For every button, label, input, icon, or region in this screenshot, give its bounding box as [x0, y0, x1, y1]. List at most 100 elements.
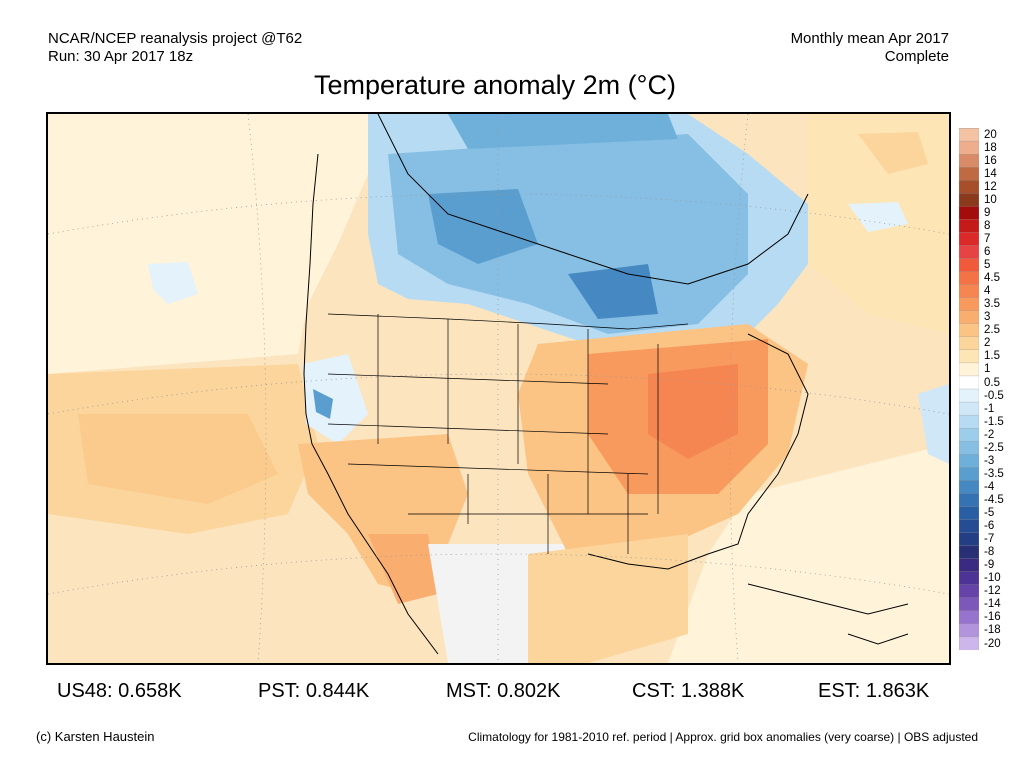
colorbar-label: 6 [984, 246, 991, 258]
canada-colder-region [388, 134, 748, 334]
colorbar-cell [959, 388, 979, 403]
colorbar-cell [959, 258, 979, 273]
colorbar-cell [959, 623, 979, 638]
colorbar-label: 1 [984, 363, 991, 376]
colorbar-label: -2.5 [984, 441, 1004, 454]
colorbar-cell [959, 375, 979, 390]
colorbar-label: 4 [984, 285, 991, 298]
eastern-us-core [648, 364, 738, 459]
pacific-warmer-patch [78, 414, 278, 504]
colorbar-label: 3.5 [984, 298, 1000, 311]
caribbean-pale [668, 444, 949, 663]
colorbar-cell [959, 506, 979, 521]
colorbar-cell [959, 493, 979, 508]
header-right: Monthly mean Apr 2017 Complete [791, 30, 949, 66]
map-graphic [48, 114, 949, 663]
colorbar-label: 20 [984, 128, 997, 141]
graticule [48, 114, 949, 663]
political-borders [327, 313, 689, 554]
colorbar-cell [959, 167, 979, 181]
atlantic-east-cool [918, 384, 949, 464]
colorbar-cell [959, 349, 979, 364]
nevada-cold-spot [313, 389, 333, 419]
colorbar-label: -6 [984, 520, 995, 532]
colorbar-label: -8 [984, 546, 995, 559]
colorbar-label: -7 [984, 533, 995, 546]
colorbar-label: -12 [984, 585, 1001, 598]
atlantic-warm-patch [858, 132, 928, 174]
stat-us48: US48: 0.658K [57, 680, 182, 702]
colorbar-label: -1 [984, 402, 995, 415]
stat-pst: PST: 0.844K [258, 680, 370, 702]
coastlines [303, 114, 909, 655]
pacific-cool-patch [148, 262, 198, 304]
arctic-cold-band [448, 114, 678, 149]
map-title: Temperature anomaly 2m (°C) [314, 70, 676, 100]
colorbar-label: 2 [984, 337, 991, 350]
colorbar-cell [959, 271, 979, 286]
colorbar-cell [959, 571, 979, 586]
colorbar-cell [959, 232, 979, 247]
colorbar-label: -3 [984, 454, 995, 467]
colorbar-cell [959, 597, 979, 612]
colorbar-label: -0.5 [984, 389, 1004, 402]
colorbar-label: -5 [984, 507, 995, 519]
colorbar-label: -4.5 [984, 493, 1004, 506]
colorbar-cell [959, 362, 979, 377]
run-label: Run: 30 Apr 2017 18z [48, 48, 194, 65]
colorbar-cell [959, 636, 979, 650]
colorbar-label: 9 [984, 206, 991, 219]
colorbar-cell [959, 401, 979, 416]
colorbar-cell [959, 245, 979, 260]
colorbar-label: -1.5 [984, 415, 1004, 428]
colorbar-cell [959, 310, 979, 325]
colorbar-label: 3 [984, 311, 991, 324]
colorbar-cell [959, 206, 979, 221]
colorbar-cell [959, 336, 979, 351]
climatology-note: Climatology for 1981-2010 ref. period | … [468, 730, 978, 744]
colorbar-label: -3.5 [984, 467, 1004, 480]
colorbar-label: 14 [984, 167, 997, 180]
colorbar-cell [959, 180, 979, 194]
colorbar [959, 128, 979, 650]
colorbar-label: 18 [984, 141, 997, 154]
colorbar-label: 0.5 [984, 376, 1000, 389]
colorbar-cell [959, 219, 979, 234]
colorbar-label: 2.5 [984, 324, 1000, 337]
status-label: Complete [884, 48, 949, 65]
project-label: NCAR/NCEP reanalysis project @T62 [48, 30, 303, 47]
colorbar-cell [959, 558, 979, 573]
colorbar-cell [959, 414, 979, 429]
colorbar-label: -16 [984, 611, 1001, 624]
colorbar-cell [959, 610, 979, 625]
anomaly-map [46, 112, 951, 665]
colorbar-label: 1.5 [984, 350, 1000, 363]
stat-mst: MST: 0.802K [446, 680, 561, 702]
colorbar-label: -18 [984, 624, 1001, 637]
colorbar-cell [959, 480, 979, 495]
colorbar-label: 4.5 [984, 272, 1000, 285]
colorbar-label: 7 [984, 232, 991, 245]
colorbar-label: -9 [984, 559, 995, 572]
stat-est: EST: 1.863K [818, 680, 930, 702]
colorbar-label: -2 [984, 428, 995, 441]
colorbar-cell [959, 545, 979, 560]
header-left: NCAR/NCEP reanalysis project @T62 Run: 3… [48, 30, 302, 66]
region-stats: US48: 0.658K PST: 0.844K MST: 0.802K CST… [0, 680, 1024, 704]
colorbar-cell [959, 441, 979, 455]
stat-cst: CST: 1.388K [632, 680, 745, 702]
colorbar-label: -20 [984, 637, 1001, 650]
colorbar-cell [959, 153, 979, 168]
colorbar-label: -10 [984, 572, 1001, 585]
canada-cold-core-east [568, 264, 658, 319]
colorbar-label: 12 [984, 180, 997, 193]
colorbar-cell [959, 454, 979, 468]
period-label: Monthly mean Apr 2017 [790, 30, 949, 47]
colorbar-cell [959, 140, 979, 155]
colorbar-label: -4 [984, 480, 995, 493]
colorbar-cell [959, 297, 979, 312]
colorbar-cell [959, 532, 979, 547]
colorbar-cell [959, 519, 979, 534]
colorbar-cell [959, 584, 979, 599]
colorbar-label: -14 [984, 598, 1001, 611]
